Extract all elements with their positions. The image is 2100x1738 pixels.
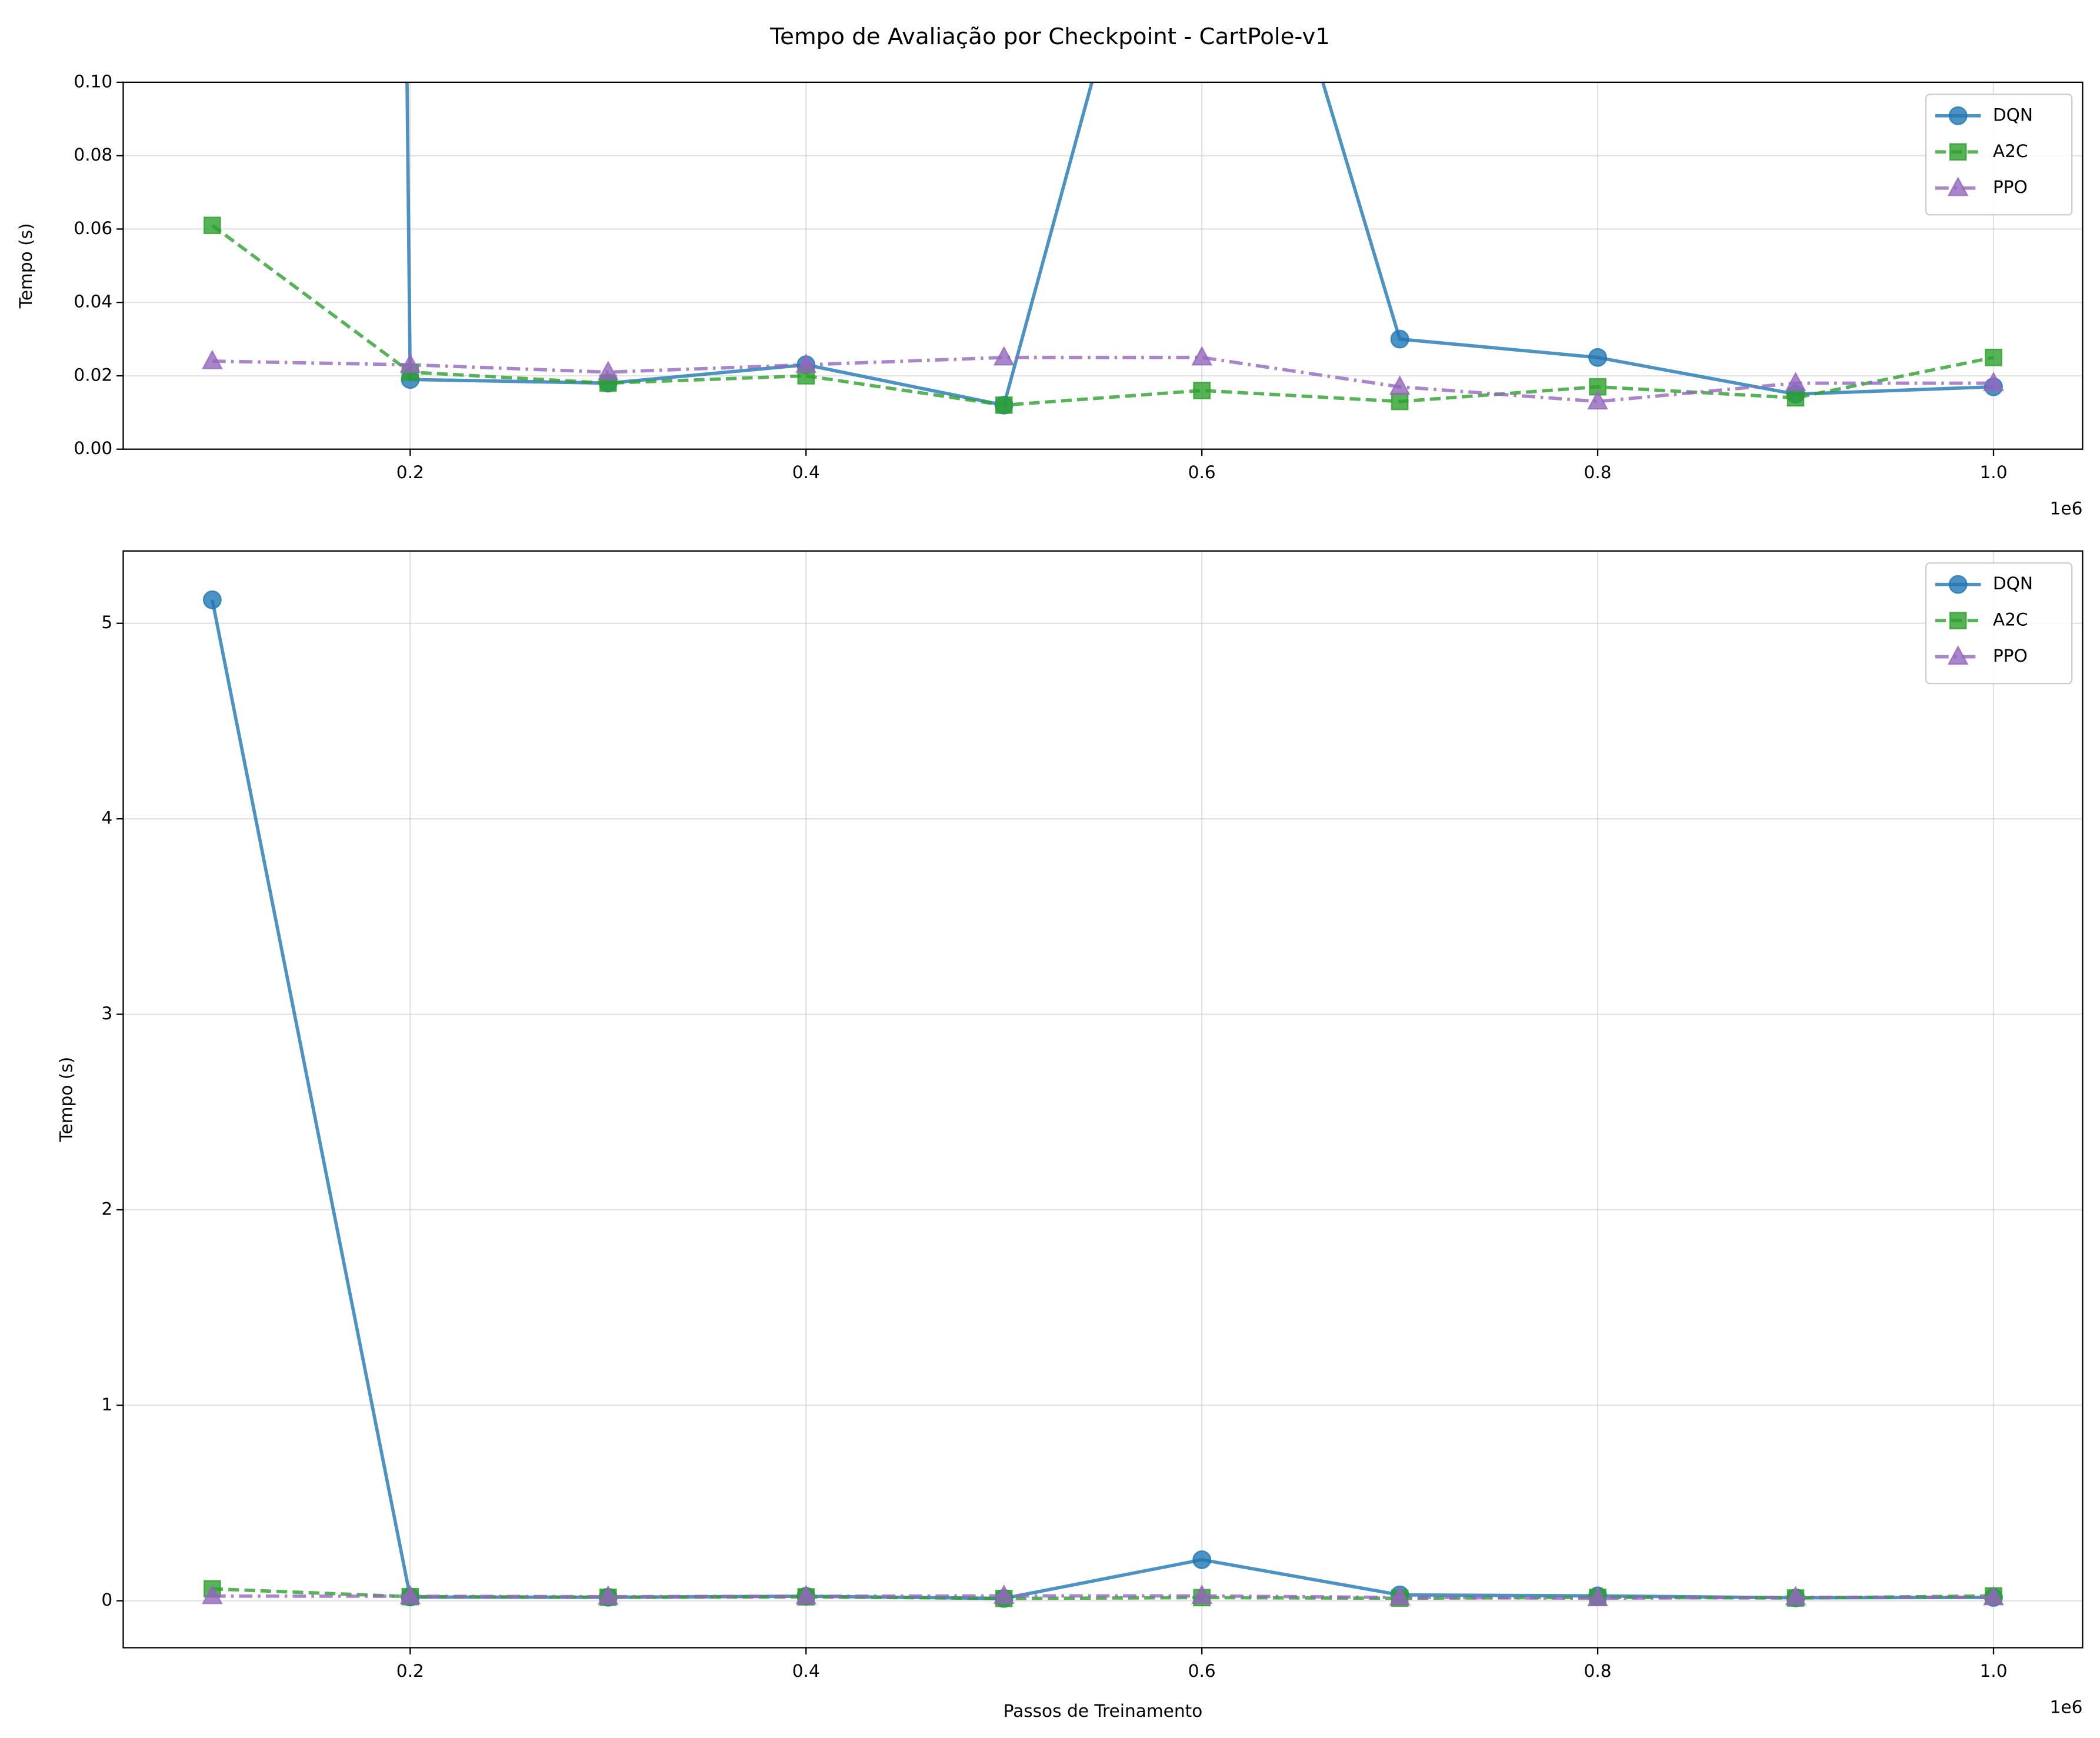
marker (202, 590, 222, 609)
marker (1948, 106, 1968, 125)
marker (995, 396, 1013, 414)
legend-label: A2C (1993, 141, 2028, 161)
series (401, 82, 2003, 415)
marker (795, 353, 817, 373)
chart: 0.2 0.4 0.6 0.8 1.0 0 1 2 3 4 5 Tempo (s) 1e6 Passos … (56, 550, 2084, 1721)
marker (1390, 329, 1409, 349)
x-tick-label: 1.0 (1979, 1661, 2007, 1681)
marker (1983, 371, 2004, 392)
y-tick-label: 0.02 (74, 365, 112, 385)
legend-label: DQN (1993, 573, 2033, 593)
marker (1587, 1586, 1608, 1607)
y-tick-label: 4 (101, 808, 112, 828)
marker (204, 216, 221, 234)
y-tick-label: 0.04 (74, 292, 112, 312)
legend-label: A2C (1993, 610, 2028, 630)
y-tick-label: 0.06 (74, 218, 112, 238)
marker (1192, 1550, 1212, 1569)
y-tick-label: 1 (101, 1395, 112, 1415)
figure-title: Tempo de Avaliação por Checkpoint - Cart… (769, 24, 1330, 50)
y-tick-label: 0.08 (74, 145, 112, 165)
x-axis-label: Passos de Treinamento (1004, 1701, 1203, 1721)
legend-label: PPO (1993, 646, 2028, 666)
marker (1947, 645, 1969, 665)
marker (1985, 348, 2002, 366)
series-line (212, 1594, 1994, 1600)
y-axis-label: Tempo (s) (56, 1057, 76, 1143)
x-tick-label: 0.8 (1584, 462, 1612, 482)
marker (1389, 1586, 1411, 1606)
marker (1191, 346, 1213, 366)
marker (795, 1584, 817, 1604)
marker (399, 1584, 421, 1604)
axes-frame (122, 81, 2084, 450)
y-axis-label: Tempo (s) (16, 223, 36, 309)
marker (1587, 390, 1608, 410)
marker (1588, 348, 1608, 367)
marker (1947, 176, 1969, 196)
series-line (212, 355, 1994, 403)
marker (1193, 382, 1211, 399)
marker (597, 361, 619, 381)
series (202, 346, 2004, 410)
marker (202, 349, 223, 369)
x-tick-label: 0.2 (396, 462, 424, 482)
x-tick-label: 0.4 (792, 462, 820, 482)
marker (1785, 1586, 1806, 1606)
marker (202, 1584, 223, 1604)
legend-label: PPO (1993, 177, 2028, 197)
series (204, 1580, 2002, 1607)
marker (597, 1585, 619, 1605)
marker (1949, 612, 1967, 629)
series-line (211, 223, 1994, 407)
series (202, 1584, 2004, 1607)
x-tick-label: 0.6 (1188, 1661, 1216, 1681)
x-offset-label: 1e6 (2050, 499, 2083, 519)
x-tick-label: 0.6 (1188, 462, 1216, 482)
x-tick-label: 1.0 (1979, 462, 2007, 482)
y-tick-label: 5 (101, 612, 112, 632)
y-tick-label: 0.00 (74, 438, 112, 458)
x-tick-label: 0.8 (1584, 1661, 1612, 1681)
y-tick-label: 0 (101, 1590, 112, 1610)
y-tick-label: 0.10 (74, 71, 112, 91)
marker (1786, 389, 1805, 407)
axes-frame (122, 550, 2084, 1649)
y-tick-label: 2 (101, 1199, 112, 1219)
series-line (211, 599, 1994, 1600)
marker (399, 353, 421, 373)
marker (1949, 143, 1967, 161)
marker (1983, 1586, 2004, 1606)
marker (1391, 392, 1409, 411)
x-tick-label: 0.4 (792, 1661, 820, 1681)
series (202, 590, 2003, 1608)
marker (1191, 1584, 1213, 1604)
chart: 0.2 0.4 0.6 0.8 1.0 0.00 0.02 0.04 0.06 0.08 0.10 T… (16, 71, 2084, 519)
x-tick-label: 0.2 (396, 1661, 424, 1681)
marker (1389, 375, 1411, 395)
marker (993, 346, 1015, 366)
marker (993, 1584, 1015, 1604)
series-line (405, 82, 1994, 408)
legend-label: DQN (1993, 105, 2033, 125)
y-tick-label: 3 (101, 1003, 112, 1023)
marker (1785, 371, 1806, 392)
x-offset-label: 1e6 (2050, 1697, 2083, 1717)
marker (1948, 575, 1968, 594)
